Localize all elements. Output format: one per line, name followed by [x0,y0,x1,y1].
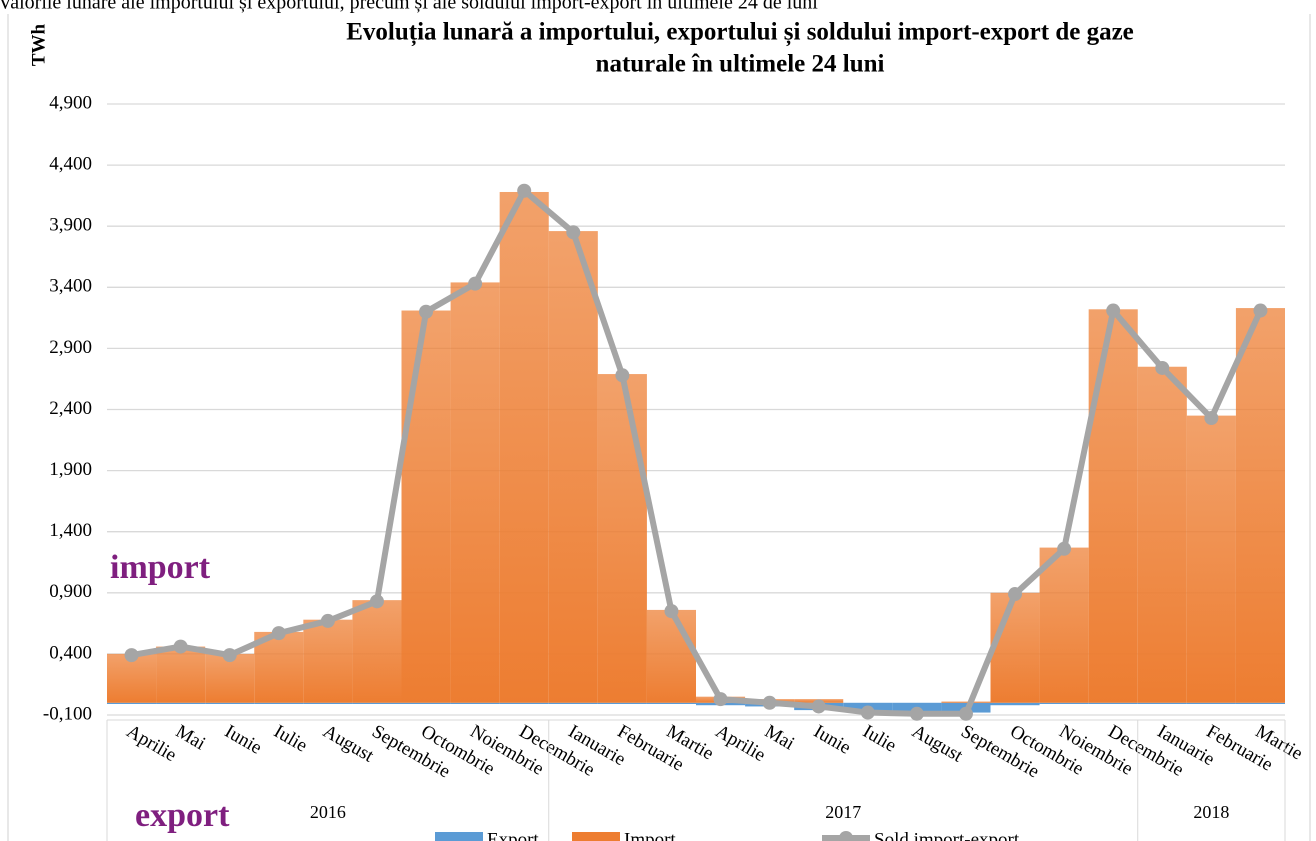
line-marker [468,276,483,291]
bar [646,609,696,703]
bar [1235,702,1285,705]
x-tick-label: Iunie [810,721,854,759]
bar [499,702,549,705]
y-tick-label: 4,400 [49,153,92,174]
y-tick-label: 1,900 [49,459,92,480]
bar [597,702,647,705]
x-tick-label: Iulie [270,721,311,757]
bar [499,191,549,703]
line-marker [762,695,777,710]
bar [1039,702,1089,705]
chart-title: Evoluția lunară a importului, exportului… [346,19,1134,47]
x-tick-label: August [319,721,378,767]
bar [548,231,598,703]
bar [1137,366,1187,703]
bar [156,702,206,705]
line-marker [713,692,728,707]
bar [156,646,206,703]
y-tick-label: -0,100 [43,703,92,724]
line-marker [1204,411,1219,426]
x-tick-label: August [908,721,967,767]
bar [646,702,696,705]
y-tick-label: 3,900 [49,215,92,236]
x-tick-label: Aprilie [712,721,769,766]
bar [1088,702,1138,705]
line-marker [664,604,679,619]
line-marker [860,705,875,720]
line-marker [1008,587,1023,602]
legend-swatch [839,831,853,841]
bar [352,600,402,703]
bar [401,310,451,703]
x-tick-label: Aprilie [123,721,180,766]
line [131,187,1264,717]
line-marker [958,706,973,721]
y-axis-label: TWh [28,23,49,66]
line-marker [1253,303,1268,318]
annotation: export [135,797,230,834]
legend-label: Export [487,829,539,841]
line-marker [566,225,581,240]
page-header: Valorile lunare ale importului și export… [0,0,818,14]
bar [352,702,402,705]
annotation: import [110,549,211,586]
legend-label: Import [624,829,676,841]
bar [254,702,304,705]
bar [548,702,598,705]
bar [1235,308,1285,703]
y-tick-label: 4,900 [49,92,92,113]
bar [941,701,991,703]
line-marker [222,648,237,663]
line-marker [909,706,924,721]
chart-title: naturale în ultimele 24 luni [596,51,885,78]
line-marker [419,304,434,319]
group-label: 2017 [825,802,861,822]
bar [450,702,500,705]
line-marker [173,639,188,654]
x-tick-label: Iunie [221,721,265,759]
line-marker [615,368,630,383]
bar [990,702,1040,706]
y-tick-label: 0,900 [49,581,92,602]
bar [401,702,451,705]
y-tick-label: 2,400 [49,398,92,419]
bar [303,702,353,705]
bar [1137,702,1187,705]
y-tick-label: 0,400 [49,642,92,663]
line-marker [1106,303,1121,318]
bar [303,619,353,703]
bar [1186,702,1236,705]
line-marker [271,626,286,641]
bar [1088,309,1138,703]
bar [990,592,1040,703]
line-marker [124,648,139,663]
line-marker [1155,360,1170,375]
y-tick-label: 2,900 [49,337,92,358]
bar [107,702,157,705]
bar [205,702,255,705]
legend-label: Sold import-export [874,829,1020,841]
line-marker [811,699,826,714]
x-tick-label: Iulie [859,721,900,757]
legend-swatch [435,832,483,841]
line-marker [1057,541,1072,556]
bar [597,374,647,703]
line-marker [517,183,532,198]
y-tick-label: 1,400 [49,520,92,541]
y-tick-label: 3,400 [49,276,92,297]
legend-swatch [572,832,620,841]
bar [1039,547,1089,703]
group-label: 2016 [310,802,346,822]
group-label: 2018 [1193,802,1229,822]
line-marker [320,613,335,628]
bar [450,282,500,703]
bar [1186,415,1236,703]
line-marker [369,594,384,609]
